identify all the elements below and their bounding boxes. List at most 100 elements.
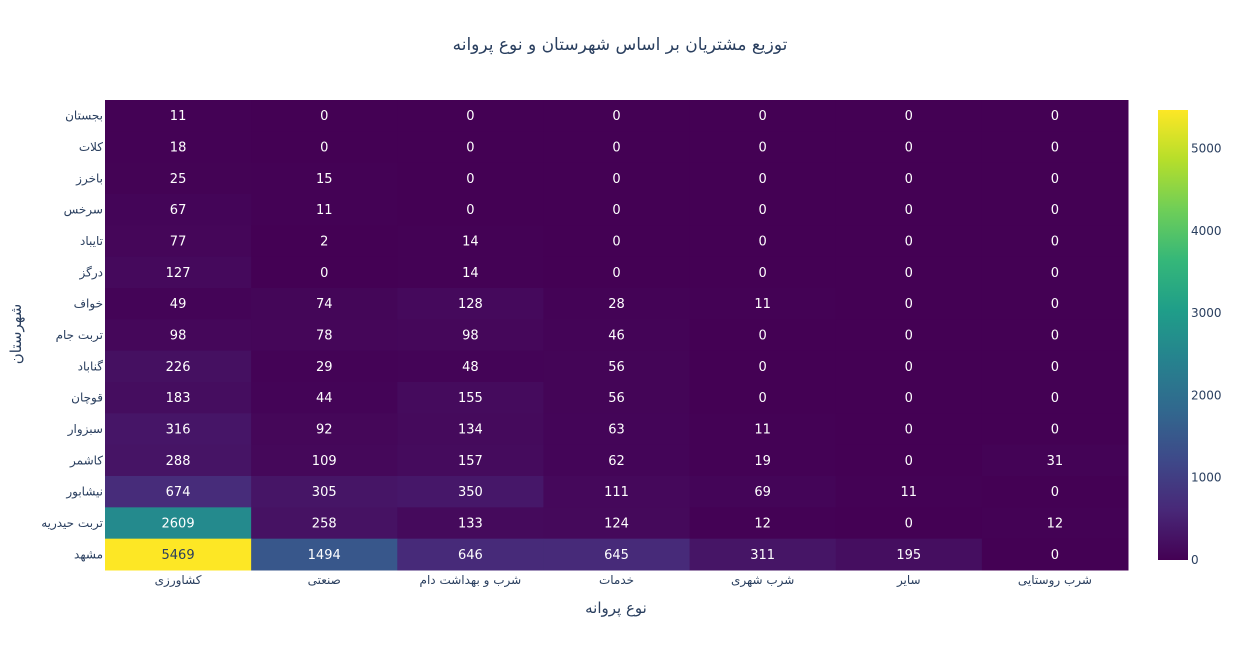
- x-tick-label: خدمات: [599, 573, 634, 587]
- heatmap-cell: [105, 476, 252, 508]
- heatmap-cell: [835, 319, 983, 352]
- heatmap-cell: [105, 288, 252, 320]
- heatmap-cell: [835, 131, 983, 164]
- heatmap-cell: [835, 162, 983, 195]
- heatmap-cell: [105, 413, 252, 446]
- heatmap-cell: [689, 476, 837, 508]
- heatmap-cell: [835, 100, 983, 132]
- heatmap-cell: [543, 288, 691, 320]
- y-tick-label: تربت حیدریه: [41, 516, 103, 531]
- heatmap-cell: [105, 350, 252, 383]
- heatmap-cell: [689, 100, 837, 132]
- heatmap-cell: [105, 319, 252, 352]
- cell-value-label: 0: [1051, 235, 1059, 250]
- y-tick-label: تربت جام: [56, 328, 103, 343]
- cell-value-label: 28: [608, 297, 625, 312]
- heatmap-cell: [981, 350, 1129, 383]
- heatmap-cell: [981, 507, 1129, 540]
- cell-value-label: 0: [320, 266, 328, 281]
- cell-value-label: 0: [905, 203, 913, 218]
- cell-value-label: 11: [754, 297, 771, 312]
- cell-value-label: 0: [1051, 329, 1059, 344]
- cell-value-label: 0: [759, 172, 767, 187]
- heatmap-cell: [981, 413, 1129, 446]
- y-axis-ticks: بجستان کلات باخرز سرخس تایباد درگز خواف تربت جا…: [41, 109, 103, 562]
- cell-value-label: 0: [759, 360, 767, 375]
- cell-value-label: 0: [466, 109, 474, 124]
- heatmap-cell: [543, 382, 691, 414]
- heatmap-cell: [981, 100, 1129, 132]
- y-tick-label: مشهد: [74, 547, 103, 561]
- heatmap-cell: [835, 382, 983, 414]
- heatmap-cell: [251, 319, 398, 352]
- cell-value-label: 11: [754, 423, 771, 438]
- cell-value-label: 12: [1047, 517, 1064, 532]
- heatmap-cell: [397, 382, 544, 414]
- heatmap-cell: [397, 444, 544, 477]
- x-tick-label: کشاورزی: [155, 573, 202, 588]
- cell-value-label: 0: [612, 235, 620, 250]
- heatmap-cell: [835, 225, 983, 258]
- cell-value-label: 0: [1051, 172, 1059, 187]
- cell-value-label: 25: [170, 172, 187, 187]
- heatmap-cell: [689, 225, 837, 258]
- cell-value-label: 12: [754, 517, 771, 532]
- cell-value-label: 0: [905, 391, 913, 406]
- x-axis-ticks: کشاورزی صنعتی شرب و بهداشت دام خدمات شرب شهر…: [155, 573, 1092, 588]
- heatmap-cell: [981, 256, 1129, 289]
- cell-value-label: 288: [166, 454, 191, 469]
- heatmap-cell: [251, 382, 398, 414]
- heatmap-cell: [543, 413, 691, 446]
- y-tick-label: گناباد: [78, 359, 104, 373]
- cell-value-label: 226: [166, 360, 191, 375]
- heatmap-cell: [835, 288, 983, 320]
- cell-value-label: 0: [905, 297, 913, 312]
- colorbar-tick-label: 4000: [1191, 224, 1222, 238]
- heatmap-cell: [689, 194, 837, 226]
- cell-value-label: 0: [759, 329, 767, 344]
- heatmap-cells: [105, 100, 1129, 571]
- heatmap-cell: [981, 194, 1129, 226]
- heatmap-cell: [397, 100, 544, 132]
- cell-value-label: 0: [612, 203, 620, 218]
- y-tick-label: باخرز: [75, 171, 103, 186]
- cell-value-label: 69: [754, 485, 771, 500]
- heatmap-cell: [251, 538, 398, 571]
- cell-value-label: 63: [608, 423, 625, 438]
- heatmap-cell: [105, 538, 252, 571]
- colorbar-tick-label: 1000: [1191, 471, 1222, 485]
- cell-value-label: 29: [316, 360, 333, 375]
- heatmap-cell: [397, 538, 544, 571]
- colorbar-tick-label: 0: [1191, 553, 1199, 567]
- cell-value-label: 157: [458, 454, 483, 469]
- cell-value-label: 0: [1051, 485, 1059, 500]
- cell-value-label: 0: [905, 423, 913, 438]
- cell-value-label: 0: [1051, 109, 1059, 124]
- heatmap-cell: [251, 413, 398, 446]
- cell-value-label: 645: [604, 548, 629, 563]
- heatmap-cell: [543, 162, 691, 195]
- cell-value-label: 11: [316, 203, 333, 218]
- heatmap-cell: [251, 225, 398, 258]
- heatmap-cell: [981, 131, 1129, 164]
- heatmap-cell-labels: 11 0 0 0 0 0 0 18 0 0 0 0 0 0 25 15 0 0 0 0 0 67 11 0 0 0 0 0 77 2 14 0…: [162, 109, 1064, 563]
- cell-value-label: 92: [316, 423, 333, 438]
- heatmap-cell: [543, 194, 691, 226]
- y-tick-label: کلات: [79, 140, 103, 154]
- cell-value-label: 134: [458, 423, 483, 438]
- heatmap-cell: [397, 507, 544, 540]
- cell-value-label: 56: [608, 360, 625, 375]
- heatmap-cell: [689, 162, 837, 195]
- heatmap-cell: [835, 350, 983, 383]
- cell-value-label: 0: [905, 360, 913, 375]
- heatmap-cell: [251, 476, 398, 508]
- cell-value-label: 0: [1051, 203, 1059, 218]
- heatmap-cell: [835, 444, 983, 477]
- heatmap-cell: [251, 444, 398, 477]
- x-tick-label: صنعتی: [308, 573, 341, 587]
- colorbar-tick-label: 5000: [1191, 142, 1222, 156]
- cell-value-label: 124: [604, 517, 629, 532]
- cell-value-label: 0: [759, 391, 767, 406]
- chart-title: توزیع مشتریان بر اساس شهرستان و نوع پروا…: [453, 35, 788, 55]
